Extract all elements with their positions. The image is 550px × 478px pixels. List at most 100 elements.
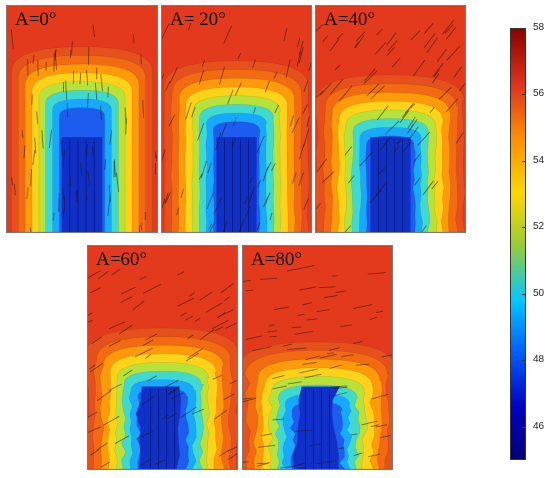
- flow-stroke: [299, 368, 319, 374]
- flow-stroke: [167, 388, 180, 396]
- flow-stroke: [176, 207, 180, 216]
- flow-stroke: [442, 19, 455, 35]
- flow-stroke: [164, 191, 171, 204]
- flow-stroke: [455, 132, 464, 144]
- colorbar-tick-mark: [522, 227, 526, 229]
- flow-stroke: [299, 467, 306, 469]
- flow-stroke: [180, 312, 187, 317]
- colorbar-tick-label: 48: [533, 354, 545, 366]
- flow-stroke: [335, 290, 347, 294]
- flow-stroke: [376, 310, 384, 313]
- flow-stroke: [391, 57, 401, 68]
- flow-stroke: [214, 409, 228, 420]
- flow-stroke: [257, 179, 261, 188]
- flow-stroke: [62, 210, 65, 218]
- flow-stroke: [368, 453, 381, 458]
- flow-stroke: [348, 175, 355, 184]
- flow-stroke: [413, 152, 422, 163]
- flow-stroke: [58, 192, 60, 212]
- flow-stroke: [23, 145, 26, 159]
- flow-stroke: [142, 283, 162, 294]
- flow-stroke: [285, 59, 291, 79]
- flow-stroke: [141, 458, 152, 466]
- panel-a80: A=80°: [242, 245, 393, 470]
- flow-stroke: [108, 383, 122, 391]
- flow-stroke: [305, 264, 315, 268]
- flow-stroke: [165, 81, 171, 91]
- flow-stroke: [384, 120, 400, 135]
- flow-stroke: [272, 374, 285, 380]
- flow-stroke: [185, 352, 200, 362]
- flow-stroke: [453, 66, 463, 78]
- flow-stroke: [316, 158, 327, 173]
- flow-stroke: [316, 309, 331, 313]
- flow-stroke: [62, 150, 65, 166]
- flow-stroke: [88, 426, 102, 433]
- flow-stroke: [214, 326, 224, 332]
- flow-stroke: [225, 322, 237, 329]
- colorbar-tick-mark: [522, 160, 526, 162]
- flow-stroke: [282, 343, 293, 347]
- flow-stroke: [197, 122, 205, 141]
- flow-stroke: [350, 433, 358, 436]
- flow-stroke: [52, 212, 55, 221]
- flow-stroke: [298, 46, 304, 64]
- flow-stroke: [11, 177, 13, 186]
- flow-stroke: [379, 435, 391, 439]
- flow-stroke: [287, 381, 302, 385]
- flow-stroke: [162, 198, 166, 210]
- flow-stroke: [290, 462, 307, 468]
- flow-stroke: [32, 55, 35, 64]
- colorbar: [510, 28, 526, 460]
- colorbar-tick-mark: [522, 94, 526, 96]
- flow-stroke: [247, 186, 255, 206]
- flow-stroke: [340, 324, 352, 327]
- flow-stroke: [243, 397, 257, 403]
- flow-stroke: [283, 27, 288, 42]
- flow-stroke: [162, 379, 179, 389]
- flow-stroke: [298, 172, 304, 187]
- flow-stroke: [107, 196, 111, 216]
- flow-stroke: [271, 163, 276, 171]
- flow-stroke: [353, 304, 372, 310]
- flow-stroke: [407, 116, 416, 129]
- flow-stroke: [423, 33, 436, 49]
- flow-stroke: [303, 197, 309, 210]
- flow-stroke: [436, 48, 447, 63]
- flow-stroke: [386, 32, 397, 45]
- flow-stroke: [399, 110, 410, 124]
- flow-stroke: [375, 424, 388, 428]
- panel-a20: A= 20°: [161, 5, 312, 233]
- flow-stroke: [243, 461, 249, 463]
- flow-stroke: [377, 167, 386, 176]
- flow-stroke: [124, 107, 127, 124]
- flow-stroke: [370, 85, 385, 100]
- flow-stroke: [213, 197, 222, 216]
- flow-stroke: [269, 335, 277, 338]
- flow-stroke: [199, 291, 213, 301]
- flow-stroke: [96, 390, 112, 401]
- flow-stroke: [249, 176, 253, 184]
- flow-stroke: [191, 106, 196, 118]
- flow-stroke: [303, 80, 309, 93]
- flow-stroke: [80, 162, 83, 177]
- flow-stroke: [136, 430, 153, 440]
- flow-stroke: [407, 119, 418, 134]
- flow-stroke: [319, 82, 332, 96]
- colorbar-tick-mark: [522, 28, 526, 29]
- flow-stroke: [306, 116, 310, 128]
- flow-stroke: [100, 74, 103, 92]
- flow-stroke: [209, 222, 215, 232]
- flow-stroke: [298, 40, 304, 56]
- flow-stroke: [438, 86, 452, 100]
- flow-stroke: [401, 102, 414, 118]
- flow-stroke: [334, 64, 341, 71]
- flow-stroke: [194, 317, 201, 322]
- flow-stroke: [120, 296, 133, 304]
- field-plot: [316, 6, 465, 232]
- flow-stroke: [364, 68, 376, 82]
- flow-stroke: [446, 45, 461, 61]
- flow-stroke: [329, 38, 340, 51]
- flow-stroke: [256, 462, 270, 467]
- flow-stroke: [211, 319, 229, 330]
